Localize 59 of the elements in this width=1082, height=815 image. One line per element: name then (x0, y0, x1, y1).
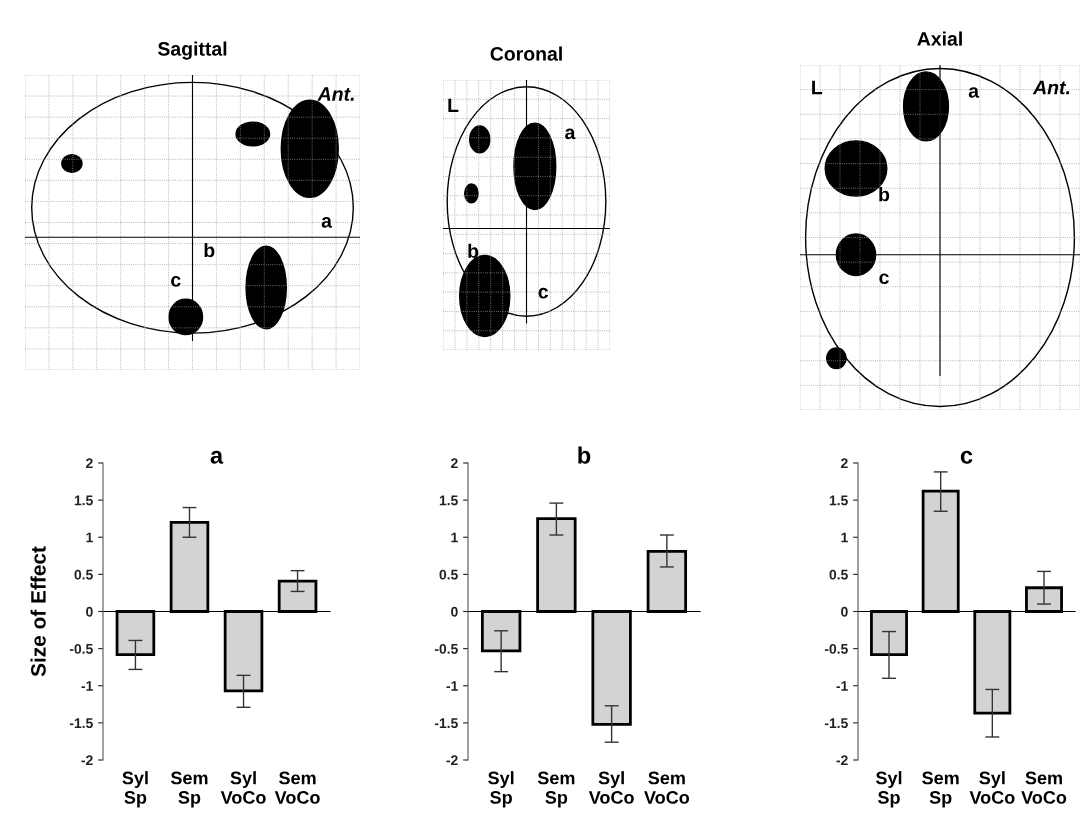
y-axis-title: Size of Effect (30, 546, 46, 677)
y-tick-label: 1 (451, 532, 458, 543)
chart-title: a (210, 450, 224, 464)
text: Ant. (317, 87, 354, 101)
y-tick-label: 1 (86, 532, 93, 543)
y-tick-label: -1.5 (434, 718, 458, 729)
x-tick-label: Sem VoCo (644, 771, 690, 804)
y-tick-label: 2 (841, 458, 848, 469)
y-tick-label: -1.5 (69, 718, 93, 729)
y-tick-label: 0 (451, 606, 458, 617)
x-tick-label: Sem Sp (170, 771, 208, 808)
y-tick-label: 1.5 (74, 495, 93, 506)
text: a (565, 128, 576, 140)
text: c (171, 276, 181, 287)
text: b (468, 243, 479, 259)
y-tick-label: 0.5 (74, 569, 93, 580)
y-tick-label: -0.5 (824, 643, 848, 654)
text: Ant. (1032, 80, 1070, 95)
y-tick-label: 0 (86, 606, 93, 617)
chart-title: c (960, 450, 973, 464)
text: c (879, 273, 889, 285)
x-tick-label: Syl Sp (488, 771, 514, 808)
y-tick-label: 0.5 (439, 569, 458, 580)
y-tick-label: 2 (451, 458, 458, 469)
x-tick-label: Sem VoCo (1021, 771, 1067, 804)
y-tick-label: -0.5 (434, 643, 458, 654)
text: b (879, 187, 890, 202)
y-tick-label: -2 (836, 755, 848, 766)
text: L (812, 80, 823, 95)
x-tick-label: Sem VoCo (274, 771, 320, 804)
y-tick-label: -2 (446, 755, 458, 766)
x-tick-label: Syl VoCo (588, 771, 634, 804)
y-tick-label: -1 (446, 681, 458, 691)
text: Axial (917, 31, 962, 46)
text: L (448, 98, 459, 113)
y-tick-label: -1 (81, 681, 93, 691)
y-tick-label: -0.5 (69, 643, 93, 654)
y-tick-label: 0 (841, 606, 848, 617)
y-tick-label: 1.5 (829, 495, 848, 506)
y-tick-label: 1.5 (439, 495, 458, 506)
y-tick-label: -1 (836, 681, 848, 691)
y-tick-label: 0.5 (829, 569, 848, 580)
x-tick-label: Syl Sp (122, 771, 148, 808)
x-tick-label: Syl Sp (875, 771, 902, 808)
text: Coronal (490, 46, 562, 61)
text: a (321, 217, 333, 228)
x-tick-label: Sem Sp (537, 771, 575, 808)
y-tick-label: 2 (86, 458, 93, 469)
x-tick-label: Sem Sp (922, 771, 959, 808)
y-tick-label: -1.5 (824, 718, 848, 729)
text: b (204, 242, 215, 258)
x-tick-label: Syl VoCo (220, 771, 266, 804)
text: a (968, 87, 980, 98)
text: c (538, 287, 549, 299)
x-tick-label: Syl VoCo (969, 771, 1015, 804)
chart-title: b (578, 446, 591, 464)
y-tick-label: -2 (81, 755, 93, 766)
y-tick-label: 1 (841, 532, 848, 543)
text: Sagittal (157, 41, 227, 60)
